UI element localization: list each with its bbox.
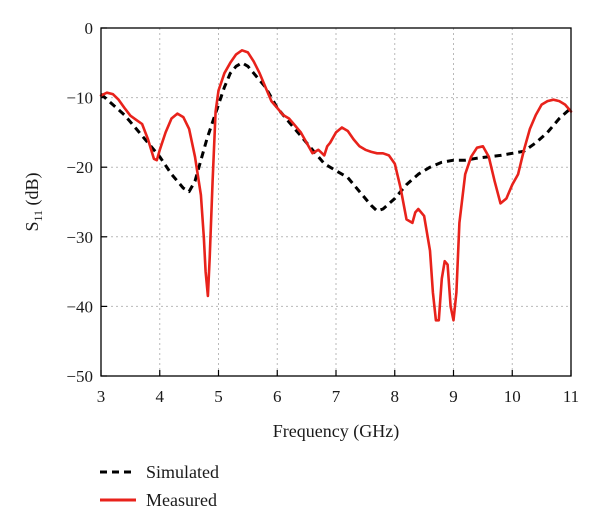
series-lines <box>99 49 573 322</box>
y-tick-label: −50 <box>66 367 93 386</box>
legend-label-simulated: Simulated <box>146 462 219 482</box>
y-tick-label: −40 <box>66 297 93 316</box>
axis-ticks: 3 4 5 6 7 8 9 10 11 0 −10 −20 −30 −40 −50 <box>66 19 579 406</box>
x-tick-label: 3 <box>97 387 106 406</box>
x-tick-label: 11 <box>563 387 579 406</box>
y-axis-title: S11 (dB) <box>22 172 45 231</box>
x-tick-label: 4 <box>156 387 165 406</box>
y-tick-label: −30 <box>66 228 93 247</box>
x-tick-label: 7 <box>332 387 341 406</box>
x-tick-label: 9 <box>449 387 458 406</box>
y-axis-title-unit: (dB) <box>22 172 43 210</box>
x-tick-label: 10 <box>504 387 521 406</box>
legend: Simulated Measured <box>100 462 219 510</box>
y-tick-label: −10 <box>66 89 93 108</box>
y-axis-title-main: S <box>22 222 42 232</box>
y-tick-label: 0 <box>85 19 94 38</box>
x-axis-title: Frequency (GHz) <box>273 421 399 442</box>
measured-line <box>99 49 573 322</box>
x-tick-label: 5 <box>214 387 223 406</box>
y-tick-label: −20 <box>66 158 93 177</box>
x-tick-label: 8 <box>391 387 400 406</box>
legend-label-measured: Measured <box>146 490 217 510</box>
x-tick-label: 6 <box>273 387 282 406</box>
y-axis-title-sub: 11 <box>31 210 45 222</box>
